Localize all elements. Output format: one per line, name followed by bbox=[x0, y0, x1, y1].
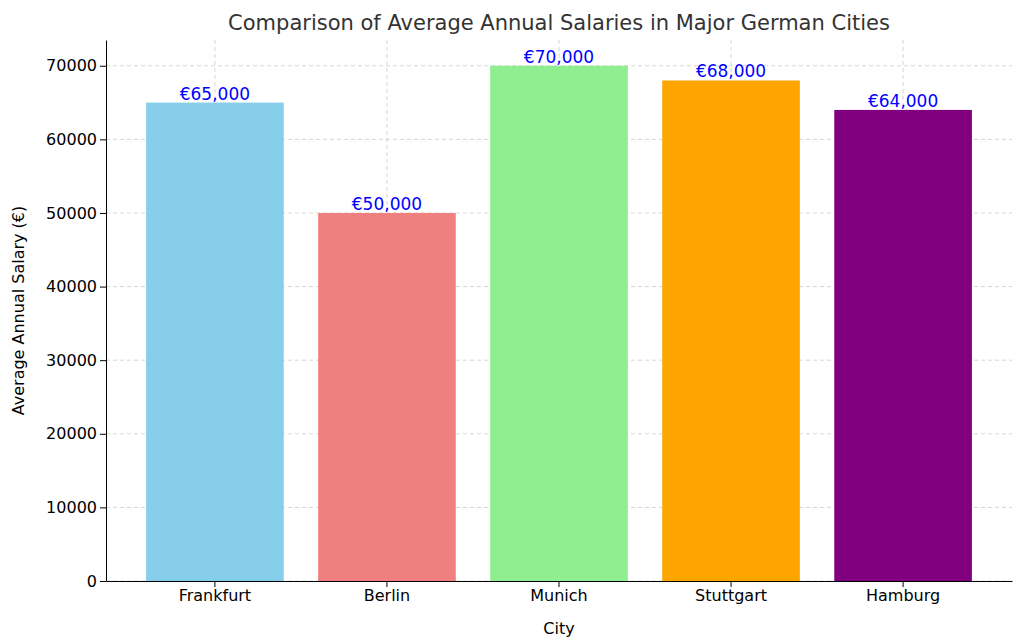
plot-area: 0 10000 20000 30000 40000 50000 60000 70000 Fran… bbox=[46, 40, 1012, 605]
y-tick: 10000 bbox=[46, 498, 106, 517]
x-tick: Stuttgart bbox=[695, 581, 767, 605]
x-tick: Hamburg bbox=[866, 581, 940, 605]
y-tick-mark bbox=[100, 213, 106, 214]
data-label: €50,000 bbox=[352, 194, 422, 214]
x-tick-label: Hamburg bbox=[866, 586, 940, 605]
y-tick: 0 bbox=[87, 572, 106, 591]
y-tick-label: 20000 bbox=[46, 424, 97, 443]
y-tick: 60000 bbox=[46, 130, 106, 149]
y-tick-mark bbox=[100, 66, 106, 67]
y-tick: 50000 bbox=[46, 204, 106, 223]
bar bbox=[146, 103, 284, 581]
y-tick-label: 60000 bbox=[46, 130, 97, 149]
y-tick-label: 0 bbox=[87, 572, 97, 591]
data-label: €68,000 bbox=[696, 61, 766, 81]
grid bbox=[106, 40, 1012, 581]
y-tick-label: 50000 bbox=[46, 204, 97, 223]
y-tick-mark bbox=[100, 139, 106, 140]
bar bbox=[490, 66, 628, 581]
x-tick: Frankfurt bbox=[179, 581, 251, 605]
y-axis: 0 10000 20000 30000 40000 50000 60000 70000 bbox=[46, 41, 106, 591]
bars bbox=[146, 66, 972, 581]
y-tick-mark bbox=[100, 581, 106, 582]
data-labels: €65,000 €50,000 €70,000 €68,000 €64,000 bbox=[180, 47, 939, 214]
bar bbox=[318, 213, 456, 581]
chart-title: Comparison of Average Annual Salaries in… bbox=[228, 11, 890, 35]
y-tick: 40000 bbox=[46, 277, 106, 296]
x-tick: Berlin bbox=[364, 581, 410, 605]
y-tick-mark bbox=[100, 360, 106, 361]
y-tick: 20000 bbox=[46, 424, 106, 443]
y-tick-label: 30000 bbox=[46, 351, 97, 370]
x-tick: Munich bbox=[530, 581, 587, 605]
y-tick: 70000 bbox=[46, 56, 106, 75]
y-tick-mark bbox=[100, 434, 106, 435]
bar bbox=[834, 110, 972, 581]
y-axis-line bbox=[106, 41, 107, 582]
y-axis-title: Average Annual Salary (€) bbox=[9, 206, 28, 416]
data-label: €64,000 bbox=[868, 91, 938, 111]
y-tick-label: 40000 bbox=[46, 277, 97, 296]
data-label: €70,000 bbox=[524, 47, 594, 67]
bar bbox=[662, 80, 800, 581]
x-axis: Frankfurt Berlin Munich Stuttgart Hamburg bbox=[107, 581, 1013, 605]
y-tick-label: 70000 bbox=[46, 56, 97, 75]
x-tick-label: Berlin bbox=[364, 586, 410, 605]
data-label: €65,000 bbox=[180, 84, 250, 104]
y-tick-mark bbox=[100, 507, 106, 508]
y-tick-label: 10000 bbox=[46, 498, 97, 517]
chart: 0 10000 20000 30000 40000 50000 60000 70000 Fran… bbox=[0, 0, 1024, 644]
x-tick-label: Stuttgart bbox=[695, 586, 767, 605]
x-tick-label: Munich bbox=[530, 586, 587, 605]
y-tick: 30000 bbox=[46, 351, 106, 370]
y-tick-mark bbox=[100, 287, 106, 288]
x-axis-title: City bbox=[543, 619, 574, 638]
x-tick-label: Frankfurt bbox=[179, 586, 251, 605]
